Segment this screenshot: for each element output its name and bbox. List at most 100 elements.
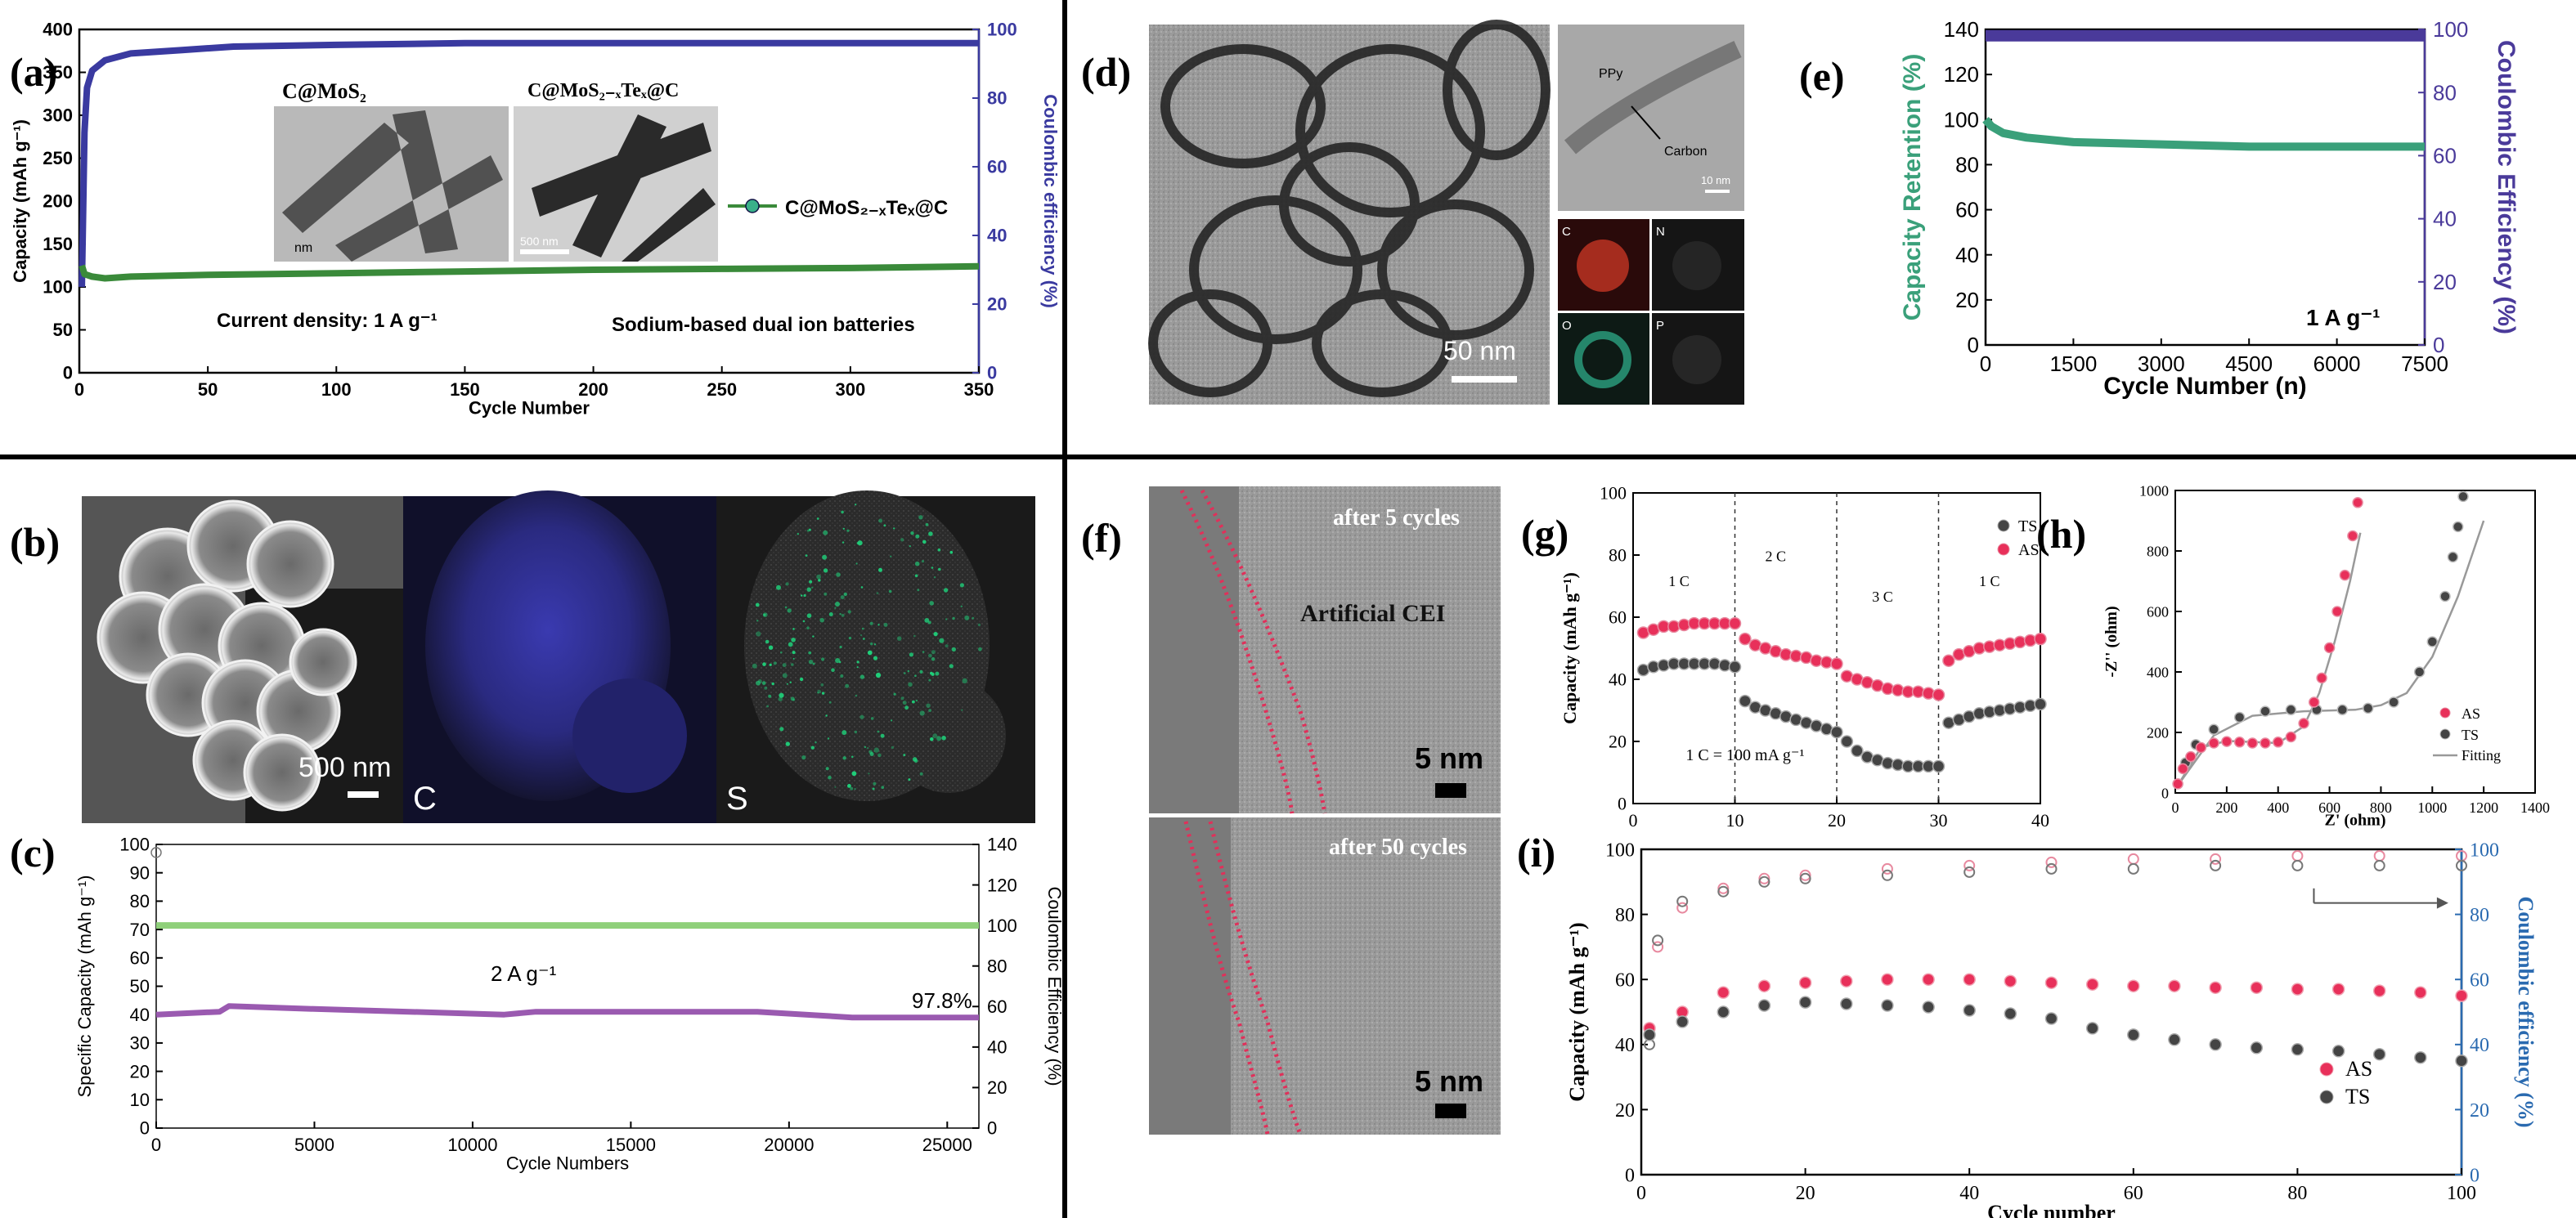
sulfur-dot (978, 647, 982, 652)
ts-point (2362, 702, 2374, 714)
panel-b-carbon-map: C (403, 490, 716, 823)
as-point (2285, 731, 2297, 743)
sulfur-dot (921, 560, 925, 563)
y2-tick-label: 20 (987, 1077, 1007, 1098)
ts-point (2413, 666, 2426, 678)
y-tick-label: 800 (2147, 543, 2169, 559)
sulfur-dot (785, 741, 790, 746)
legend-label-ts: TS (2345, 1085, 2370, 1108)
panel-b-sulfur-map: S (716, 490, 1035, 823)
ts-ce-point (1652, 934, 1664, 947)
y-tick-label: 40 (1955, 243, 1979, 267)
legend-marker-a (745, 199, 760, 213)
x-axis-title: Cycle Number (n) (2103, 373, 2306, 400)
sulfur-dot (928, 531, 933, 536)
tem-bottom-smooth (1149, 817, 1231, 1135)
sulfur-dot (883, 524, 886, 527)
ts-point (1757, 999, 1771, 1012)
tem-ring (1148, 289, 1272, 397)
sulfur-dot (855, 562, 858, 565)
sulfur-dot (821, 657, 825, 661)
panel-d-hrtem-inset: PPy Carbon 10 nm (1558, 25, 1744, 211)
ts-point (2439, 590, 2451, 602)
inset-c-mos2-label: C@MoS₂ (282, 79, 366, 103)
tem-top-scalebar (1435, 783, 1466, 798)
panel-e-rate-label: 1 A g⁻¹ (2306, 305, 2380, 330)
sulfur-dot (857, 540, 863, 546)
sulfur-dot (785, 582, 789, 586)
eds-map-p-particle (1672, 335, 1721, 384)
y2-tick-label: 100 (987, 20, 1017, 40)
tem-top-smooth (1149, 486, 1239, 813)
y-tick-label: 0 (140, 1118, 150, 1139)
sulfur-dot (922, 540, 927, 544)
sulfur-dot (972, 616, 975, 620)
sulfur-dot (771, 682, 774, 686)
x-tick-label: 400 (2267, 799, 2289, 816)
sulfur-dot (878, 567, 882, 572)
y2-tick-label: 40 (2470, 1035, 2489, 1056)
x-tick-label: 800 (2370, 799, 2392, 816)
plot-frame (1640, 848, 2463, 1176)
ts-point (2414, 1050, 2427, 1064)
as-point (2195, 741, 2207, 754)
sulfur-dot (890, 555, 892, 558)
y-tick-label: 80 (1609, 545, 1627, 566)
rate-label: 1 C (1979, 573, 2000, 589)
as-point (2331, 606, 2343, 617)
sulfur-dot (949, 550, 954, 554)
sulfur-dot (908, 682, 913, 687)
sulfur-dot (928, 709, 931, 712)
ts-ce-point (1758, 875, 1770, 888)
sulfur-dot (841, 541, 845, 544)
sulfur-dot (792, 657, 795, 660)
ts-ce-point (2373, 859, 2385, 871)
sulfur-dot (937, 548, 941, 552)
x-tick-label: 0 (1629, 810, 1638, 831)
ts-point (1993, 704, 2006, 717)
sulfur-dot (907, 669, 910, 673)
sulfur-dot (903, 754, 906, 757)
y-tick-label: 90 (130, 862, 150, 883)
x-tick-label: 0 (74, 379, 84, 400)
sulfur-dot (839, 613, 841, 616)
y2-tick-label: 100 (2433, 17, 2468, 42)
x-tick-label: 40 (2031, 810, 2049, 831)
sulfur-dot (933, 632, 938, 637)
retention-line-e (1982, 117, 2425, 151)
sulfur-dot (825, 767, 829, 771)
y2-tick-label: 60 (2433, 144, 2457, 168)
sulfur-dot (786, 683, 788, 685)
y2-axis-title: Coulombic efficiency (%) (2514, 896, 2538, 1127)
y-tick-label: 30 (130, 1033, 150, 1054)
panel-a-note-current-density: Current density: 1 A g⁻¹ (217, 310, 438, 332)
rate-label: 1 C (1668, 573, 1690, 589)
sulfur-dot (846, 529, 850, 532)
sulfur-dot (919, 669, 923, 674)
ts-ce-point (2045, 862, 2058, 875)
ts-ce-point (1717, 885, 1730, 898)
as-ce-point (1676, 902, 1689, 914)
legend-marker-ts (2319, 1090, 2334, 1104)
sulfur-dot (873, 656, 878, 660)
sulfur-dot (873, 747, 880, 753)
sulfur-dot (840, 674, 844, 678)
y-tick-label: 40 (1609, 669, 1627, 690)
sulfur-dot (763, 613, 766, 616)
sulfur-dot (805, 554, 808, 557)
sulfur-dot (816, 574, 821, 580)
sulfur-dot (861, 627, 864, 630)
rate-label: 2 C (1766, 549, 1787, 565)
sulfur-dot (765, 639, 770, 644)
as-point (1963, 973, 1976, 986)
sulfur-dot (806, 529, 810, 532)
ts-point (1881, 999, 1894, 1012)
carbon-map-label: C (413, 781, 437, 817)
sulfur-dot (799, 677, 804, 682)
x-axis-title: Cycle Numbers (506, 1153, 629, 1174)
x-axis-title: Cycle Number (469, 398, 590, 419)
sulfur-dot (851, 771, 857, 777)
as-point (2004, 974, 2017, 987)
y-tick-label: 80 (1955, 153, 1979, 177)
x-tick-label: 3000 (2138, 352, 2185, 376)
